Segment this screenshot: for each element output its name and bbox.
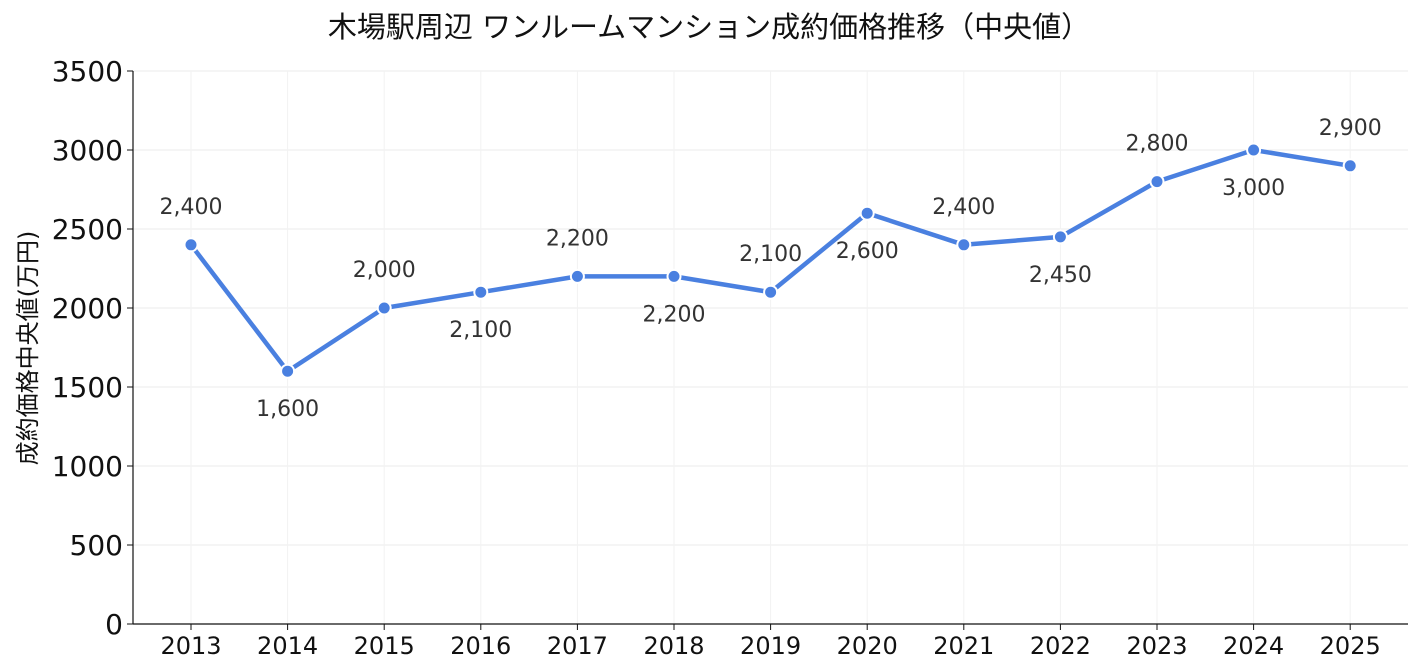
data-point [666,268,682,284]
x-tick-label: 2016 [450,632,511,660]
x-tick-label: 2014 [257,632,318,660]
data-point [569,268,585,284]
data-label: 2,600 [836,239,899,264]
x-tick-label: 2020 [837,632,898,660]
x-tick-labels: 2013 2014 2015 2016 2017 2018 2019 2020 2021 2022… [160,624,1381,660]
y-axis-label: 成約価格中央値(万円) [14,231,42,466]
data-labels: 2,400 1,600 2,000 2,100 2,200 2,200 2,100 2,600… [160,116,1382,422]
series [183,142,1358,379]
data-point [763,284,779,300]
x-tick-label: 2015 [354,632,415,660]
x-tick-label: 2023 [1126,632,1187,660]
data-point [280,363,296,379]
data-label: 2,450 [1029,263,1092,288]
y-tick-label: 2000 [52,292,123,325]
y-tick-label: 1000 [52,450,123,483]
x-tick-label: 2025 [1320,632,1381,660]
data-label: 2,100 [739,242,802,267]
data-label: 2,400 [160,195,223,220]
data-point [1342,158,1358,174]
data-label: 3,000 [1222,176,1285,201]
y-tick-label: 2500 [52,213,123,246]
x-tick-label: 2019 [740,632,801,660]
y-tick-labels: 0 500 1000 1500 2000 2500 3000 3500 [52,55,133,641]
data-point [1246,142,1262,158]
x-tick-label: 2024 [1223,632,1284,660]
chart-title: 木場駅周辺 ワンルームマンション成約価格推移（中央値） [327,10,1091,44]
data-label: 2,800 [1126,132,1189,157]
data-point [859,205,875,221]
x-tick-label: 2013 [160,632,221,660]
data-label: 2,100 [449,318,512,343]
data-label: 2,200 [643,302,706,327]
data-point [956,237,972,253]
data-label: 2,200 [546,226,609,251]
data-point [376,300,392,316]
data-label: 2,900 [1319,116,1382,141]
grid [133,70,1408,625]
y-tick-label: 1500 [52,371,123,404]
data-label: 2,000 [353,258,416,283]
x-tick-label: 2021 [933,632,994,660]
y-tick-label: 500 [70,529,123,562]
y-tick-label: 3500 [52,55,123,88]
data-point [1052,229,1068,245]
data-point [1149,174,1165,190]
y-tick-label: 3000 [52,134,123,167]
data-point [183,237,199,253]
data-point [473,284,489,300]
data-label: 2,400 [932,195,995,220]
data-label: 1,600 [256,397,319,422]
x-tick-label: 2017 [547,632,608,660]
y-tick-label: 0 [105,608,123,641]
x-tick-label: 2018 [643,632,704,660]
x-tick-label: 2022 [1030,632,1091,660]
